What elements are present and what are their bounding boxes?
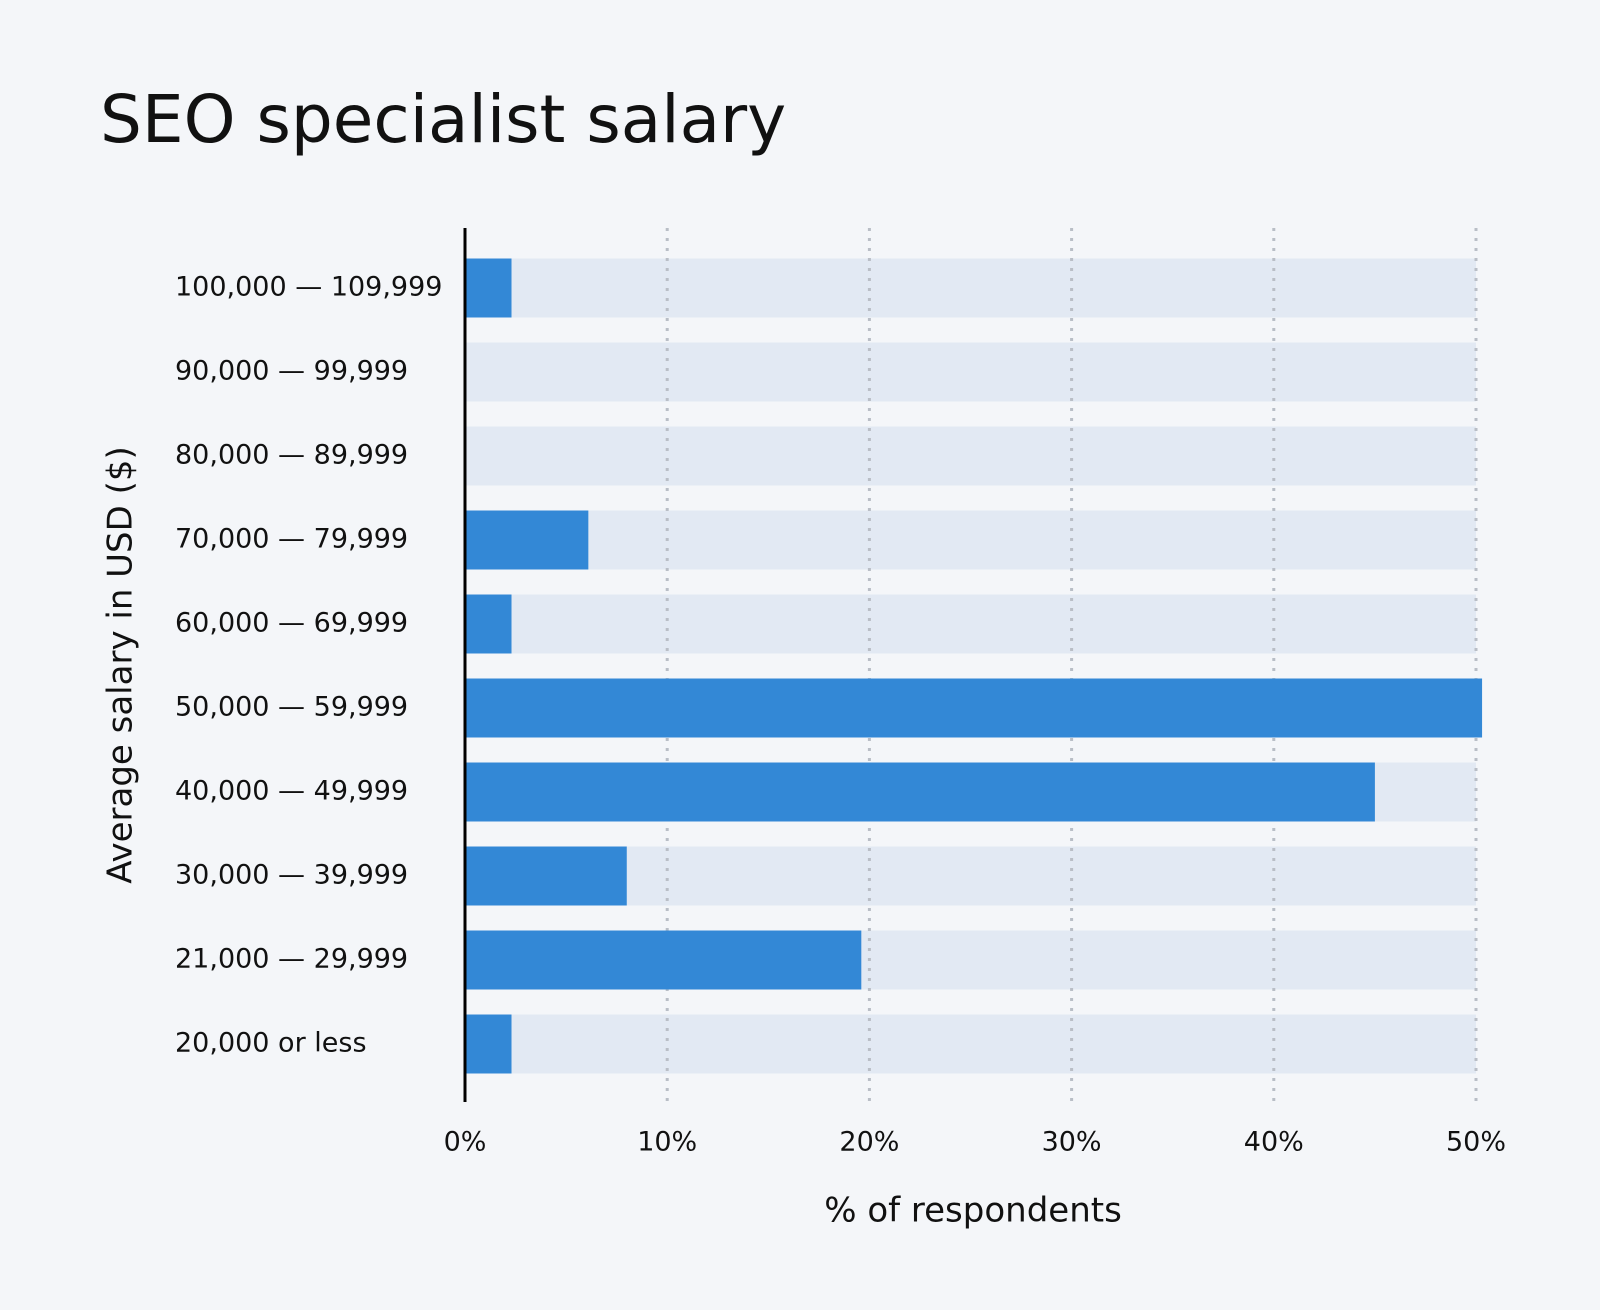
bar	[465, 930, 862, 990]
x-tick-label: 40%	[1244, 1127, 1304, 1158]
bar-track	[465, 594, 1476, 654]
bar	[465, 678, 1483, 738]
bar-track	[465, 426, 1476, 486]
x-axis-label: % of respondents	[824, 1191, 1122, 1231]
y-tick-label: 20,000 or less	[175, 1028, 367, 1059]
y-tick-label: 21,000 — 29,999	[175, 944, 408, 975]
y-tick-label: 70,000 — 79,999	[175, 524, 408, 555]
y-tick-label: 40,000 — 49,999	[175, 776, 408, 807]
x-tick-label: 0%	[444, 1127, 487, 1158]
bar	[465, 258, 512, 318]
y-tick-label: 100,000 — 109,999	[175, 272, 442, 303]
x-tick-label: 20%	[839, 1127, 899, 1158]
y-tick-label: 60,000 — 69,999	[175, 608, 408, 639]
y-axis-label: Average salary in USD ($)	[101, 446, 141, 884]
bar	[465, 762, 1375, 822]
y-tick-label: 80,000 — 89,999	[175, 440, 408, 471]
y-tick-label: 30,000 — 39,999	[175, 860, 408, 891]
x-tick-label: 50%	[1446, 1127, 1506, 1158]
bar-track	[465, 342, 1476, 402]
bar	[465, 594, 512, 654]
bar-track	[465, 510, 1476, 570]
y-tick-label: 90,000 — 99,999	[175, 356, 408, 387]
bar-track	[465, 1014, 1476, 1074]
bar-track	[465, 258, 1476, 318]
chart-title: SEO specialist salary	[100, 81, 786, 158]
x-tick-label: 10%	[637, 1127, 697, 1158]
bar	[465, 1014, 512, 1074]
bar	[465, 510, 589, 570]
y-tick-label: 50,000 — 59,999	[175, 692, 408, 723]
x-tick-label: 30%	[1042, 1127, 1102, 1158]
bar	[465, 846, 627, 906]
bar-track	[465, 846, 1476, 906]
